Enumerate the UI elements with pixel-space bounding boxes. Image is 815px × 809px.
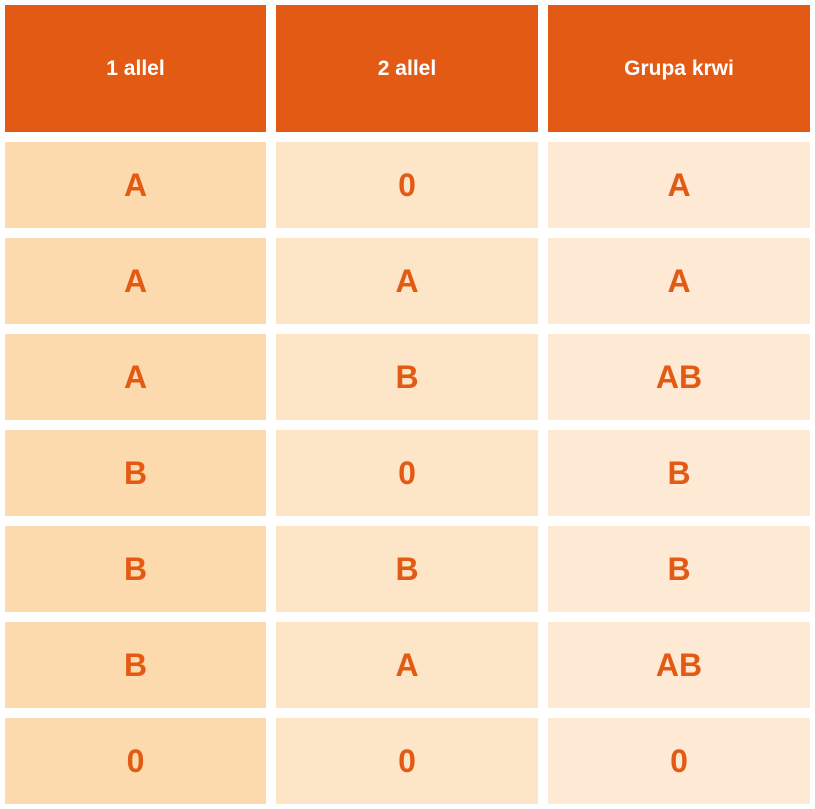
table-cell-allel-2: A — [276, 622, 538, 708]
header-allel-2: 2 allel — [276, 5, 538, 132]
header-blood-group: Grupa krwi — [548, 5, 810, 132]
table-cell-allel-1: A — [5, 142, 266, 228]
table-cell-blood-group: B — [548, 430, 810, 516]
table-cell-allel-2: 0 — [276, 142, 538, 228]
header-allel-1: 1 allel — [5, 5, 266, 132]
table-cell-allel-2: 0 — [276, 430, 538, 516]
table-cell-allel-1: A — [5, 238, 266, 324]
table-cell-allel-1: B — [5, 526, 266, 612]
table-cell-blood-group: AB — [548, 334, 810, 420]
table-cell-allel-2: A — [276, 238, 538, 324]
table-cell-blood-group: A — [548, 238, 810, 324]
table-cell-allel-2: B — [276, 334, 538, 420]
table-cell-allel-1: A — [5, 334, 266, 420]
table-cell-allel-1: B — [5, 430, 266, 516]
table-cell-allel-1: B — [5, 622, 266, 708]
table-cell-blood-group: AB — [548, 622, 810, 708]
table-cell-allel-2: B — [276, 526, 538, 612]
table-cell-blood-group: 0 — [548, 718, 810, 804]
table-cell-allel-1: 0 — [5, 718, 266, 804]
table-cell-blood-group: B — [548, 526, 810, 612]
table-cell-allel-2: 0 — [276, 718, 538, 804]
table-cell-blood-group: A — [548, 142, 810, 228]
